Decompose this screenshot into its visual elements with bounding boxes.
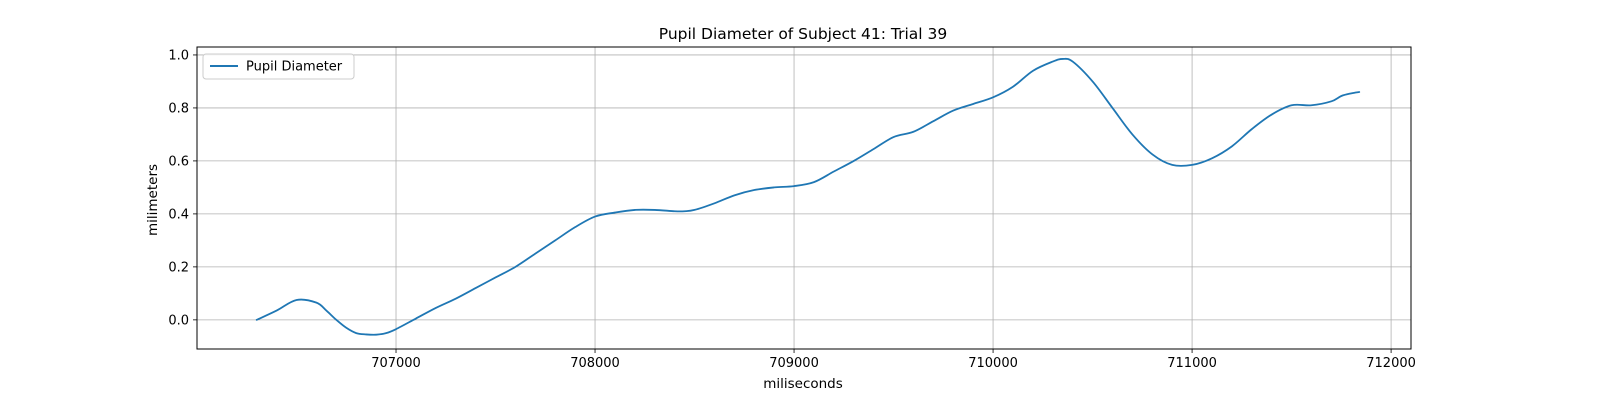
legend-label: Pupil Diameter	[246, 60, 343, 75]
y-tick-label: 0.6	[168, 154, 189, 169]
grid	[197, 47, 1411, 349]
x-tick-label: 712000	[1366, 356, 1416, 371]
legend-box	[202, 53, 355, 80]
plot-frame	[196, 46, 1412, 350]
x-tick-label: 708000	[570, 356, 620, 371]
x-axis: 707000 708000 709000 710000 711000 712000	[371, 349, 1416, 371]
x-tick-label: 710000	[968, 356, 1018, 371]
x-axis-label: miliseconds	[763, 376, 843, 392]
y-axis-label: milimeters	[145, 164, 161, 236]
y-tick-label: 0.2	[168, 260, 189, 275]
series-layer	[255, 57, 1361, 336]
y-tick-label: 0.4	[168, 207, 189, 222]
series-line-pupil-diameter	[255, 57, 1361, 336]
x-tick-label: 707000	[371, 356, 421, 371]
legend: Pupil Diameter	[202, 53, 355, 80]
x-tick-label: 709000	[769, 356, 819, 371]
y-tick-label: 0.0	[168, 313, 189, 328]
chart-title: Pupil Diameter of Subject 41: Trial 39	[659, 25, 948, 43]
y-tick-label: 1.0	[168, 48, 189, 63]
y-tick-label: 0.8	[168, 101, 189, 116]
x-tick-label: 711000	[1167, 356, 1217, 371]
y-axis: 0.0 0.2 0.4 0.6 0.8 1.0	[168, 48, 197, 328]
